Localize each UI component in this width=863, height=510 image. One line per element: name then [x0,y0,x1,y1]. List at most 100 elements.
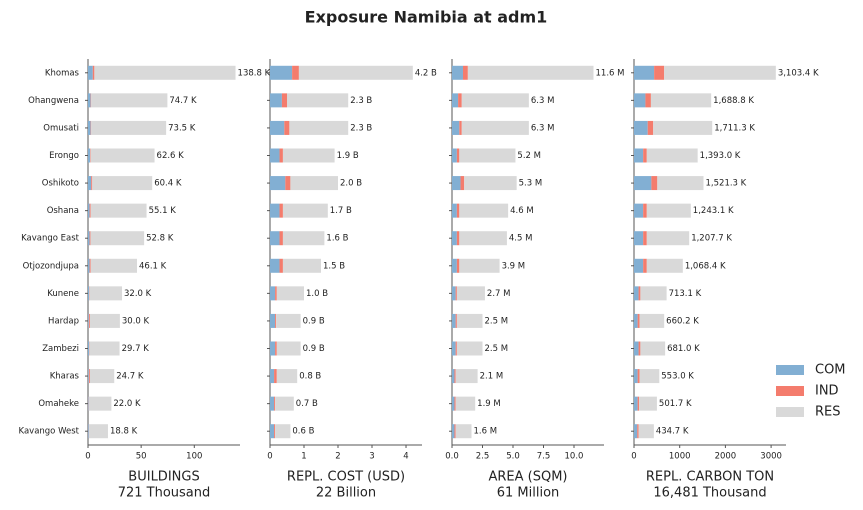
x-tick-label: 0 [267,452,272,462]
total-label: 4.2 B [415,68,437,78]
bar-segment [634,65,655,80]
legend-swatch [776,386,804,396]
bar-segment [90,231,145,246]
bar-segment [89,313,120,328]
bar-segment [89,203,91,218]
bar-segment [276,369,298,384]
bar-segment [92,176,153,191]
total-label: 1.0 B [306,289,328,299]
bar-segment [275,341,277,356]
bar-segment [634,396,638,411]
bar-segment [650,93,712,108]
bar-segment [637,313,640,328]
bar-segment [298,65,413,80]
bar-segment [452,313,456,328]
x-axis-label: REPL. CARBON TON [646,470,774,485]
legend-label: RES [815,405,841,420]
y-tick-label: Otjozondjupa [23,261,79,271]
total-label: 1,207.7 K [691,234,732,244]
total-label: 1,521.3 K [706,179,747,189]
bar-segment [452,286,456,301]
bar-segment [638,341,641,356]
y-tick-label: Hardap [48,316,79,326]
total-label: 1.9 B [337,151,359,161]
total-label: 3.9 M [502,261,526,271]
bar-segment [270,176,286,191]
total-label: 1.9 M [477,399,501,409]
bar-segment [646,203,691,218]
x-axis-note: 61 Million [497,486,560,501]
bar-segment [458,93,462,108]
bar-segment [88,313,89,328]
bar-segment [270,65,293,80]
chart-title: Exposure Namibia at adm1 [305,8,548,27]
y-tick-label: Kunene [47,289,79,299]
bar-segment [452,396,455,411]
x-tick-label: 2 [335,452,340,462]
x-axis-label: AREA (SQM) [488,470,567,485]
x-tick-label: 5.0 [506,452,520,462]
total-label: 0.9 B [303,344,325,354]
bar-segment [89,258,91,273]
bar-segment [88,148,91,163]
bar-segment [452,369,455,384]
bar-segment [452,424,455,439]
bar-segment [88,258,90,273]
total-label: 1.6 M [474,427,498,437]
bar-segment [455,286,457,301]
total-label: 1,068.4 K [685,261,726,271]
bar-segment [639,313,665,328]
legend-label: IND [815,384,839,399]
bar-segment [92,65,95,80]
total-label: 1.7 B [330,206,352,216]
bar-segment [455,424,472,439]
total-label: 2.5 M [484,344,508,354]
y-tick-label: Zambezi [42,344,79,354]
bar-segment [275,424,291,439]
bar-segment [452,93,459,108]
x-tick-label: 3 [369,452,374,462]
bar-segment [459,148,516,163]
bar-segment [640,341,666,356]
bar-segment [281,93,288,108]
total-label: 2.3 B [350,96,372,106]
bar-segment [664,65,776,80]
bar-segment [646,231,690,246]
y-tick-label: Omusati [43,123,79,133]
bar-segment [462,65,468,80]
x-tick-label: 0.0 [445,452,459,462]
bar-segment [452,341,456,356]
total-label: 30.0 K [122,316,150,326]
bar-segment [459,258,500,273]
total-label: 60.4 K [154,179,182,189]
bar-segment [90,120,92,135]
total-label: 46.1 K [139,261,167,271]
x-tick-label: 1 [301,452,306,462]
bar-segment [88,93,91,108]
bar-segment [89,424,108,439]
bar-segment [634,176,652,191]
total-label: 11.6 M [596,68,625,78]
legend-label: COM [815,363,846,378]
bar-segment [88,176,92,191]
bar-segment [270,258,280,273]
total-label: 0.7 B [296,399,318,409]
bar-segment [456,231,460,246]
total-label: 553.0 K [661,372,694,382]
y-tick-label: Kavango East [21,234,80,244]
total-label: 73.5 K [168,123,196,133]
y-tick-label: Omaheke [38,399,79,409]
total-label: 0.8 B [299,372,321,382]
total-label: 6.3 M [531,96,555,106]
bar-segment [287,93,349,108]
x-axis-label: REPL. COST (USD) [287,470,405,485]
total-label: 434.7 K [656,427,689,437]
bar-segment [88,369,89,384]
bar-segment [452,231,457,246]
bar-segment [634,148,644,163]
y-tick-label: Ohangwena [28,96,79,106]
bar-segment [270,396,275,411]
bar-segment [270,120,285,135]
bar-segment [459,231,507,246]
